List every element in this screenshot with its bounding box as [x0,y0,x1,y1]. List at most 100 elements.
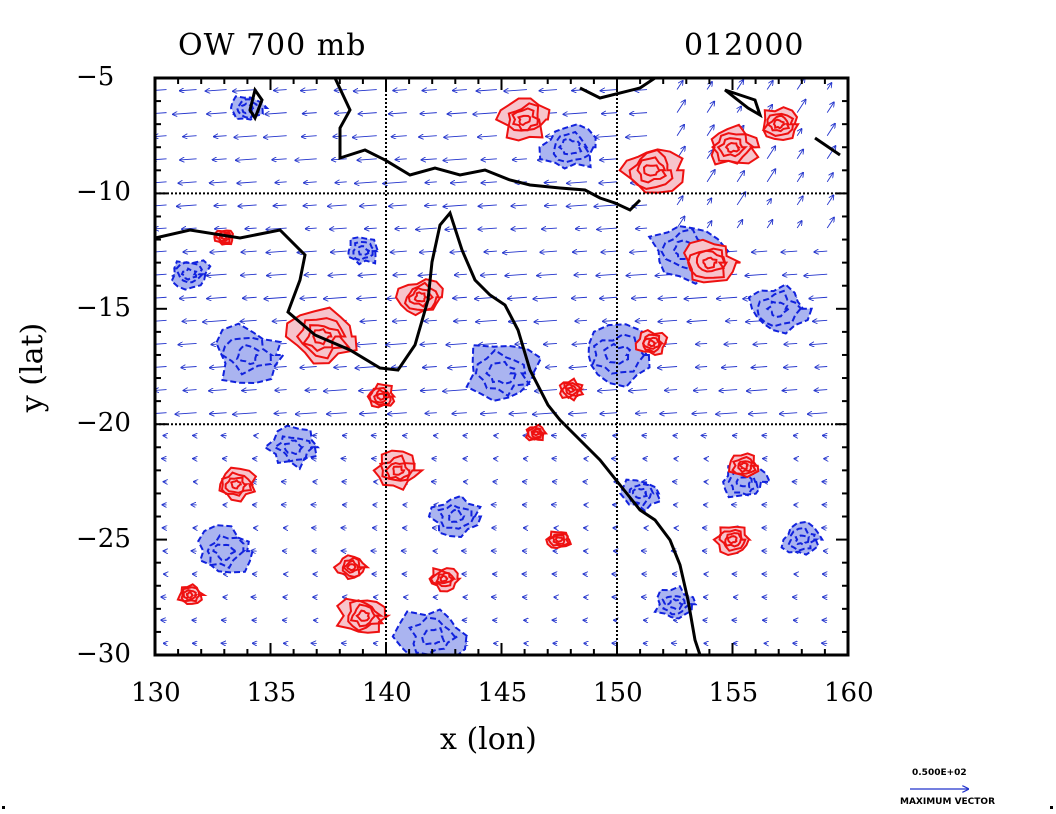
wind-vector [421,159,437,160]
negative-ow-contour [235,98,261,120]
wind-vector [335,182,347,183]
positive-ow-contour [739,461,749,471]
wind-vector [660,413,678,414]
grid-lines [155,78,848,655]
wind-vector [572,297,588,298]
positive-ow-contour [695,249,727,273]
wind-vector [233,90,257,92]
wind-vector [827,83,831,90]
wind-vector [155,366,167,368]
wind-vector [419,274,437,275]
wind-vector [600,297,618,298]
wind-vector [331,251,347,252]
wind-vector [423,90,437,91]
wind-vector [444,136,467,138]
negative-ow-contour [180,267,198,281]
wind-vector [329,274,347,275]
wind-vector [706,82,712,90]
wind-vector [766,146,775,160]
positive-ow-contour [711,132,757,165]
wind-vector [267,274,287,275]
positive-ow-contour [507,102,542,132]
x-tick-label: 150 [593,678,643,708]
wind-vector [355,367,377,369]
wind-vector [266,228,287,229]
wind-vector [707,198,711,206]
wind-vector [453,297,467,298]
positive-ow-contour [384,461,411,481]
wind-vector [443,159,467,161]
wind-vector [236,159,257,161]
negative-contours [170,95,825,655]
wind-vector [781,251,798,252]
wind-vector [210,367,227,368]
wind-vector [719,390,738,391]
wind-vector [203,320,227,322]
positive-ow-contour [516,114,532,127]
positive-ow-contour [682,238,741,284]
wind-vector [423,367,437,368]
wind-vector [796,173,803,183]
wind-vector [533,297,557,299]
wind-vector [706,150,713,160]
wind-vector [455,274,467,275]
wind-vector [736,171,744,183]
wind-vector [796,149,803,160]
positive-ow-contour [438,574,449,583]
vector-legend-value: 0.500E+02 [912,768,967,778]
positive-ow-contour [766,114,791,133]
wind-vector [546,367,557,368]
wind-vector [425,413,437,414]
negative-ow-contour [631,487,648,500]
wind-vector [182,228,197,229]
wind-vector [676,216,685,229]
wind-vector [796,100,805,113]
positive-ow-contour [560,381,585,400]
wind-vector [479,205,497,206]
wind-vector [448,113,467,114]
wind-vector [706,102,714,113]
negative-ow-contour [653,585,698,620]
wind-vector [155,89,167,91]
wind-vector [826,102,834,113]
positive-ow-contour [636,156,668,184]
corner-dot-right [1050,806,1053,809]
wind-vector [155,273,167,276]
coastline-island-ne2 [814,136,841,157]
wind-vector [306,228,317,229]
wind-vector [569,367,588,368]
wind-vector [420,343,437,344]
positive-contours [176,97,800,634]
wind-vector [181,367,197,368]
wind-vector [264,136,287,138]
wind-vector [696,367,708,368]
wind-vector [481,413,497,414]
wind-vector [175,413,197,415]
positive-ow-contour [566,386,576,394]
positive-ow-contour [230,479,243,490]
x-tick-label: 155 [708,678,759,708]
wind-vector [388,413,407,414]
positive-ow-contour [494,97,551,142]
negative-ow-contour [272,435,316,463]
wind-vector [784,343,798,344]
positive-ow-contour [429,569,457,588]
wind-vector [706,221,711,229]
wind-vector [692,413,708,414]
wind-vector [626,274,648,275]
x-tick-label: 145 [477,678,528,708]
wind-vector [479,343,497,344]
wind-vector [537,274,557,275]
negative-ow-contour [765,300,792,319]
wind-vector [540,90,557,91]
positive-ow-contour [349,603,378,628]
wind-vector [563,113,588,115]
wind-vector [510,413,527,414]
positive-ow-contour [716,137,748,158]
wind-vector [694,390,708,391]
wind-vector [726,320,738,321]
wind-vector [358,274,377,275]
negative-ow-contour [787,526,820,552]
wind-vector [302,136,317,137]
wind-vector [389,113,407,114]
